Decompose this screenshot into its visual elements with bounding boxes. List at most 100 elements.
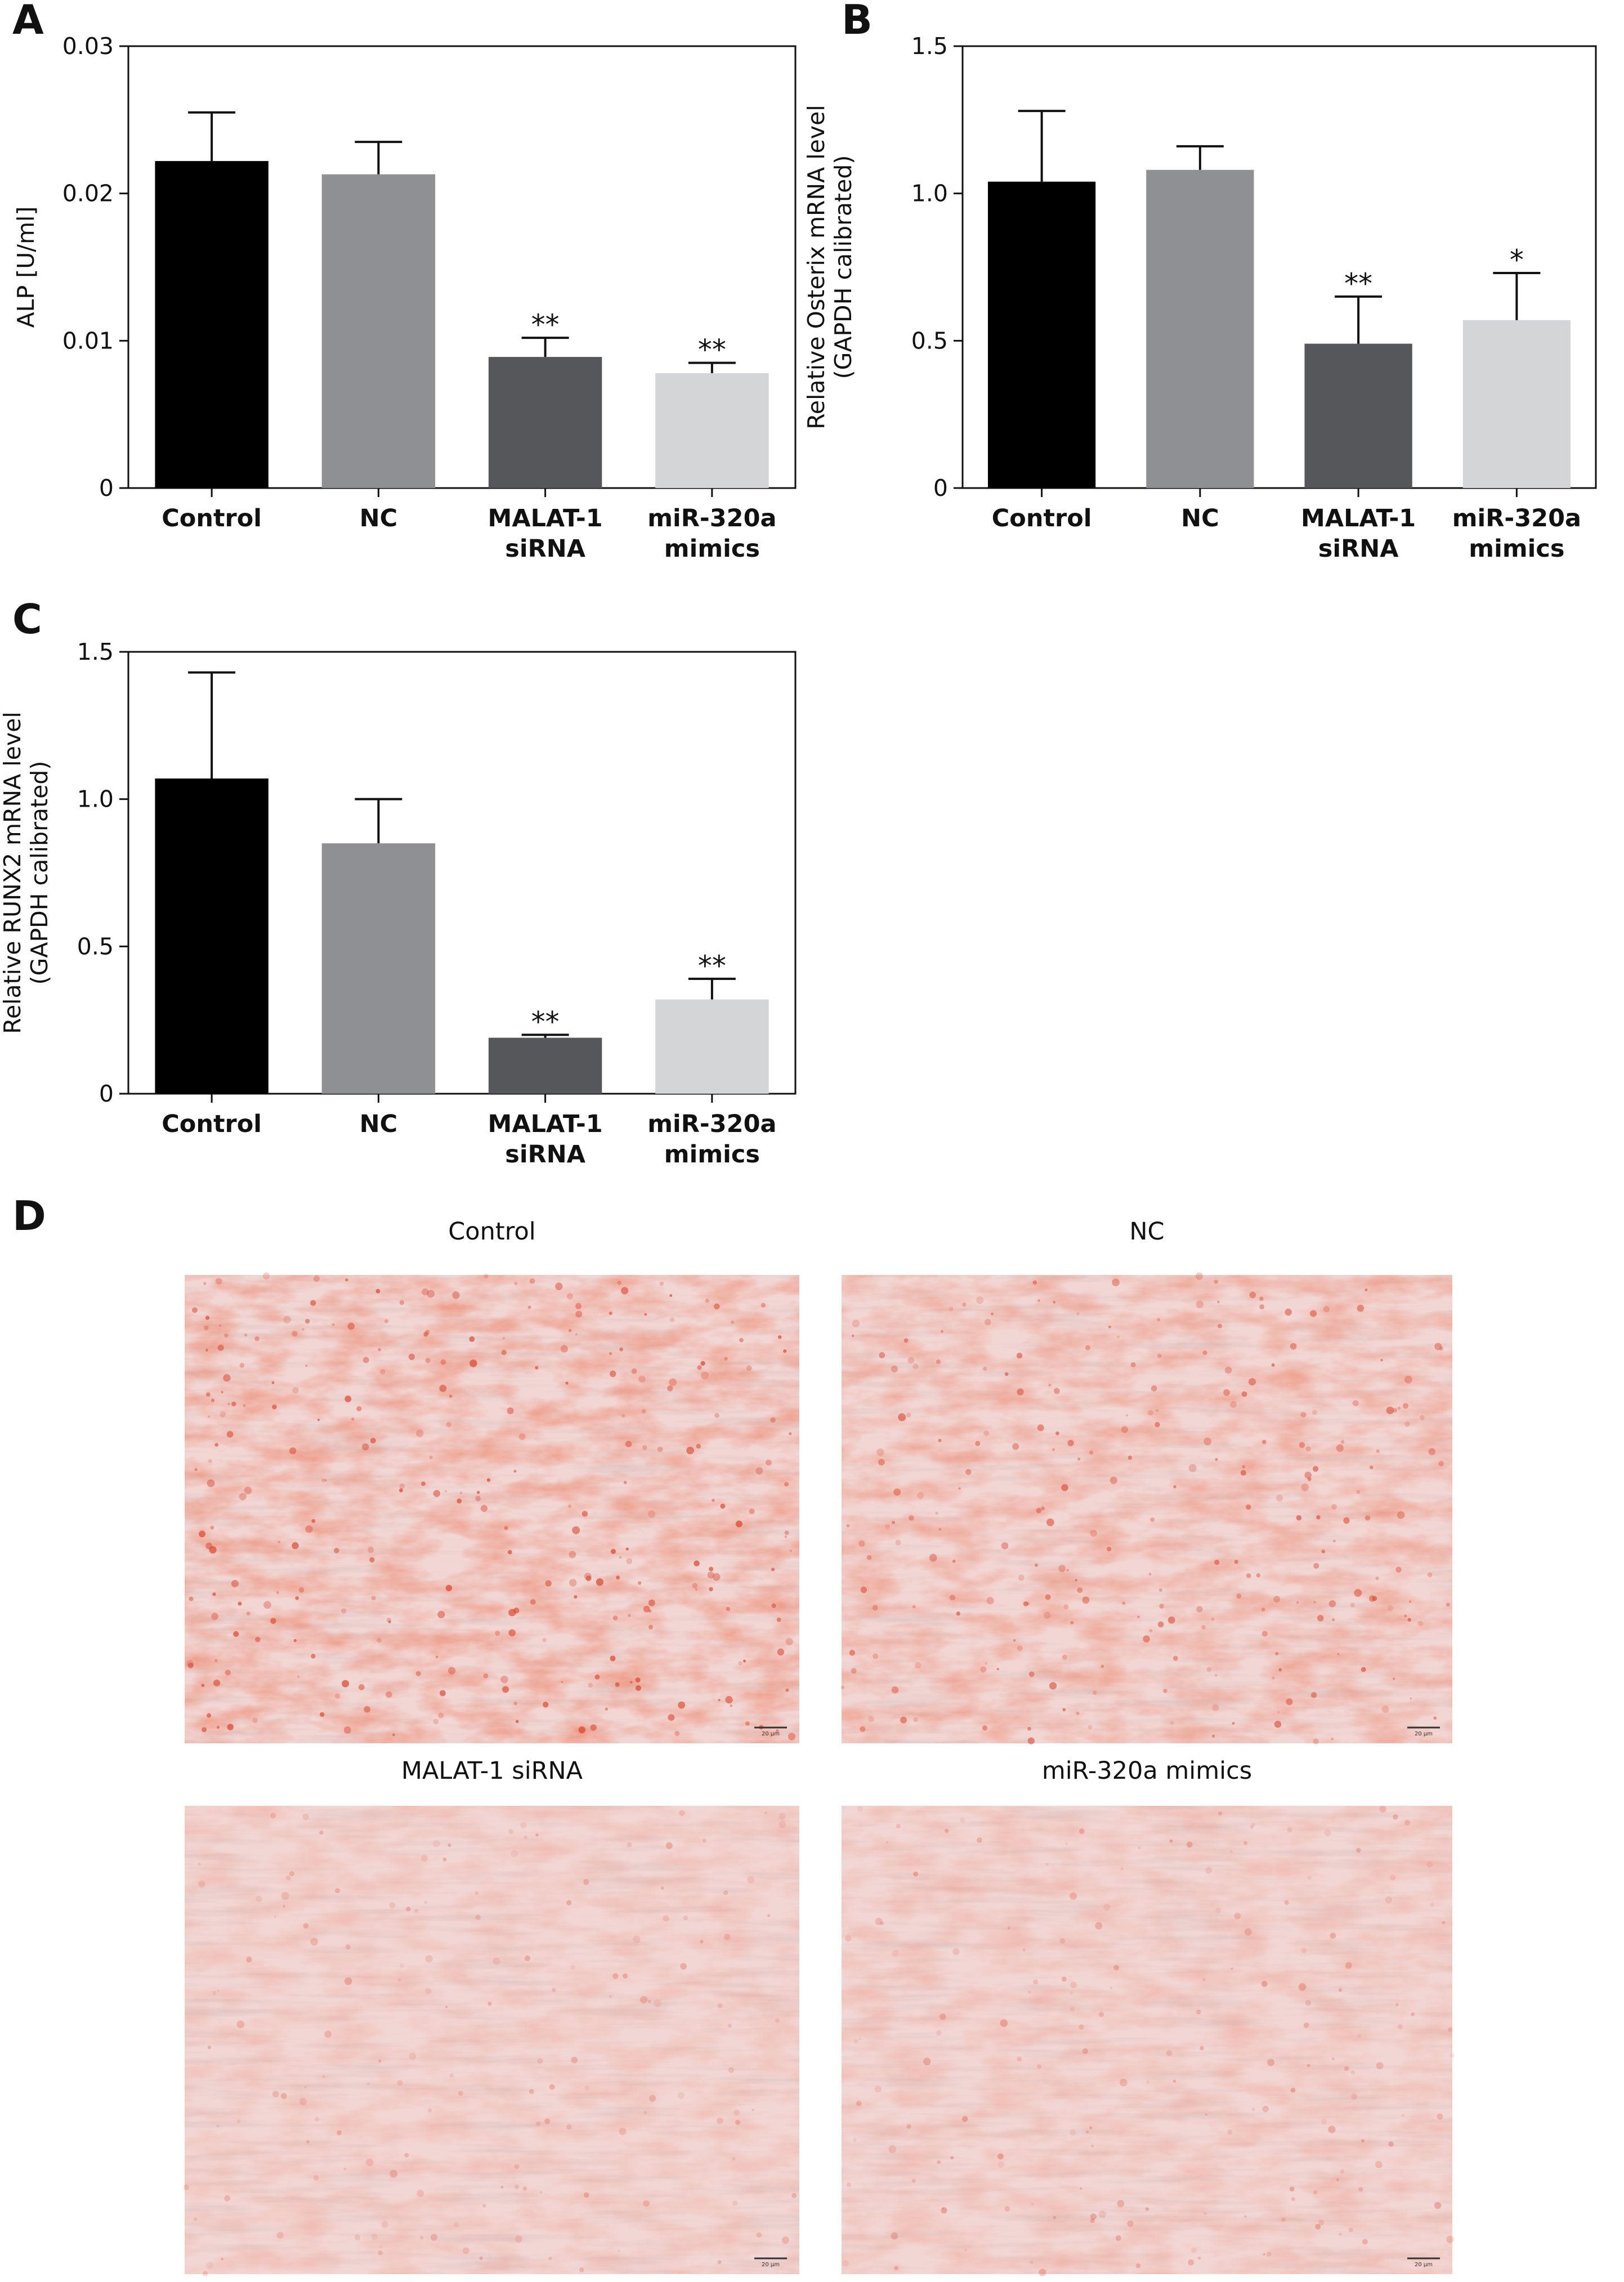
stain-speck: [1318, 2220, 1325, 2226]
stain-speck: [236, 2020, 245, 2029]
stain-speck: [725, 1696, 733, 1704]
stain-speck: [345, 1278, 348, 1282]
stain-speck: [621, 1414, 625, 1418]
stain-speck: [1234, 1912, 1241, 1919]
stain-speck: [207, 1415, 211, 1418]
panel-letter: B: [842, 0, 873, 43]
stain-speck: [751, 2108, 754, 2111]
micrograph-title: Control: [448, 1218, 535, 1246]
stain-speck: [1321, 1549, 1326, 1554]
stain-speck: [912, 1605, 916, 1609]
stain-speck: [399, 1483, 405, 1489]
stain-speck: [1328, 2126, 1336, 2133]
stain-speck: [345, 1395, 352, 1403]
stain-speck: [1082, 1596, 1090, 1604]
stain-speck: [1448, 2027, 1453, 2032]
stain-speck: [1079, 2187, 1082, 2190]
x-tick-label: NC: [360, 1110, 398, 1138]
stain-speck: [1304, 1471, 1312, 1479]
stain-speck: [211, 1398, 215, 1403]
stain-speck: [1249, 1291, 1256, 1299]
stain-speck: [1053, 1388, 1060, 1394]
stain-speck: [299, 2098, 307, 2105]
stain-speck: [1023, 1601, 1028, 1607]
significance-marker: **: [698, 950, 726, 982]
stain-speck: [986, 1596, 994, 1605]
stain-speck: [1151, 1385, 1157, 1391]
stain-speck: [1273, 1595, 1281, 1603]
stain-speck: [449, 1394, 453, 1398]
stain-speck: [515, 1720, 519, 1724]
stain-speck: [1272, 1676, 1275, 1680]
stain-speck: [392, 1733, 395, 1737]
stain-speck: [1037, 2064, 1042, 2069]
stain-speck: [1419, 1415, 1425, 1420]
stain-speck: [213, 1679, 221, 1686]
stain-speck: [784, 1535, 788, 1538]
micrograph-title: miR-320a mimics: [1042, 1757, 1252, 1785]
stain-speck: [945, 1828, 949, 1833]
stain-speck: [1242, 1465, 1246, 1469]
stain-speck: [893, 1488, 901, 1496]
stain-speck: [207, 1479, 215, 1487]
stain-speck: [518, 1433, 526, 1440]
stain-speck: [210, 1525, 214, 1530]
stain-speck: [433, 1719, 439, 1725]
stain-speck: [1446, 2235, 1454, 2243]
panel-letter: A: [12, 0, 44, 43]
stain-speck: [1196, 1300, 1204, 1309]
stain-speck: [475, 1891, 478, 1895]
stain-speck: [1310, 1310, 1317, 1317]
stain-speck: [1062, 1654, 1067, 1660]
stain-speck: [1115, 2235, 1121, 2241]
stain-speck: [483, 1673, 489, 1679]
stain-speck: [205, 1542, 213, 1550]
stain-speck: [440, 1690, 446, 1697]
stain-speck: [445, 2006, 448, 2008]
stain-speck: [1079, 1828, 1085, 1834]
stain-speck: [381, 2221, 388, 2228]
stain-speck: [1286, 1698, 1293, 1706]
stain-speck: [639, 1995, 648, 2004]
stain-speck: [414, 1908, 419, 1913]
y-axis-title: Relative RUNX2 mRNA level (GAPDH calibrat…: [0, 712, 53, 1033]
stain-speck: [561, 1680, 563, 1684]
stain-speck: [1048, 1384, 1052, 1387]
stain-speck: [1039, 2268, 1046, 2276]
x-tick-label: siRNA: [505, 1140, 585, 1169]
stain-speck: [745, 1721, 750, 1726]
stain-speck: [781, 2236, 790, 2244]
stain-speck: [388, 1620, 391, 1623]
stain-speck: [515, 2235, 522, 2243]
bar-mir-320a-mimics: [655, 373, 769, 488]
stain-speck: [1298, 1983, 1307, 1991]
stain-speck: [227, 1403, 230, 1406]
stain-speck: [1356, 1490, 1361, 1495]
stain-speck: [1065, 1842, 1068, 1845]
stain-speck: [1385, 1896, 1393, 1904]
stain-speck: [764, 1811, 767, 1814]
stain-speck: [929, 1554, 937, 1562]
stain-speck: [514, 2184, 520, 2189]
stain-speck: [221, 2257, 223, 2261]
stain-speck: [1052, 1448, 1055, 1451]
stain-speck: [572, 1526, 580, 1534]
stain-speck: [530, 1599, 536, 1605]
stain-speck: [298, 1587, 305, 1593]
y-tick-label: 0: [99, 475, 114, 502]
stain-speck: [1036, 1507, 1041, 1514]
scale-bar-label: 20 μm: [1415, 1731, 1433, 1737]
micrograph-malat-1-sirna: MALAT-1 siRNA 20 μm: [183, 1757, 799, 2276]
stain-speck: [1135, 2263, 1141, 2268]
stain-speck: [501, 1349, 507, 1355]
stain-speck: [1000, 2019, 1008, 2027]
stain-speck: [486, 1478, 491, 1482]
stain-speck: [345, 1944, 351, 1950]
stain-speck: [647, 1510, 656, 1518]
stain-speck: [694, 1560, 700, 1567]
stain-speck: [857, 1806, 864, 1812]
stain-speck: [270, 1618, 276, 1624]
stain-speck: [215, 1278, 222, 1285]
stain-speck: [1313, 1600, 1316, 1604]
stain-speck: [1243, 1841, 1248, 1845]
